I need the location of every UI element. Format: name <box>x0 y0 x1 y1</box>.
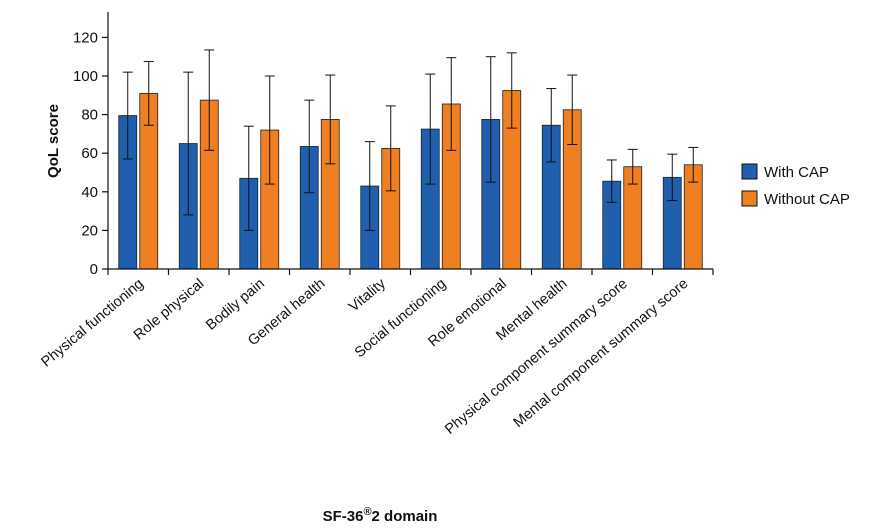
legend-label-without-cap: Without CAP <box>764 191 850 208</box>
y-tick-label: 60 <box>81 145 98 162</box>
y-tick-label: 120 <box>73 29 98 46</box>
legend-label-with-cap: With CAP <box>764 164 829 181</box>
x-axis-title-superscript: ® <box>363 506 371 518</box>
x-axis-title-main: SF-36 <box>323 508 364 525</box>
legend: With CAP Without CAP <box>741 163 850 208</box>
y-axis: 0 20 40 60 80 100 120 <box>73 12 109 278</box>
legend-swatch-without-cap <box>741 190 758 207</box>
y-tick-label: 80 <box>81 107 98 124</box>
bars <box>118 49 703 270</box>
y-axis-title: QoL score <box>45 104 62 178</box>
y-tick-label: 100 <box>73 68 98 85</box>
x-axis-title-suffix: 2 domain <box>372 508 438 525</box>
x-axis-title: SF-36®2 domain <box>323 506 438 525</box>
y-tick-label: 0 <box>90 261 98 278</box>
legend-swatch-with-cap <box>741 163 758 180</box>
category-label: Physical functioning <box>38 276 146 371</box>
y-tick-label: 20 <box>81 222 98 239</box>
y-tick-label: 40 <box>81 184 98 201</box>
category-label: Vitality <box>346 275 389 315</box>
